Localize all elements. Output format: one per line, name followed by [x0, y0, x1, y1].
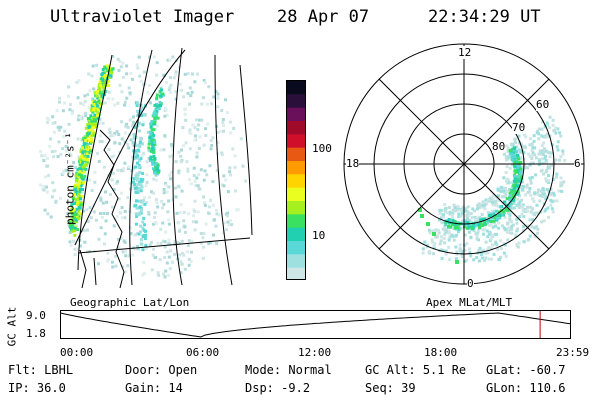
colorbar-tick-10: 10 — [312, 229, 326, 242]
footer-glat: GLat: -60.7 — [486, 363, 566, 377]
colorbar-segment — [287, 254, 305, 269]
colorbar — [286, 80, 306, 280]
colorbar-segment — [287, 241, 305, 255]
footer-dsp: Dsp: -9.2 — [245, 381, 311, 395]
timeline-ytick-1-8: 1.8 — [26, 327, 46, 340]
lat-label-60: 60 — [536, 98, 550, 111]
date-label: 28 Apr 07 — [277, 7, 370, 27]
footer-ip: IP: 36.0 — [8, 381, 66, 395]
coastline — [79, 129, 125, 289]
colorbar-segment — [287, 187, 305, 202]
colorbar-segment — [287, 94, 305, 109]
colorbar-label: photon cm⁻²s⁻¹ — [63, 132, 77, 225]
polar-diagonal-b — [378, 78, 550, 250]
left-panel-label: Geographic Lat/Lon — [70, 296, 190, 309]
colorbar-segment — [287, 81, 305, 95]
colorbar-segment — [287, 121, 305, 135]
footer-flt: Flt: LBHL — [8, 363, 74, 377]
footer-mode: Mode: Normal — [245, 363, 332, 377]
instrument-title: Ultraviolet Imager — [50, 7, 235, 27]
lat-label-80: 80 — [492, 140, 506, 153]
polar-emission-dots — [418, 115, 567, 264]
colorbar-segment — [287, 107, 305, 122]
mlt-label-18: 18 — [346, 157, 360, 170]
mlt-label-6: 6 — [574, 157, 581, 170]
footer-door: Door: Open — [125, 363, 198, 377]
timeline-ytick-9: 9.0 — [26, 309, 46, 322]
altitude-curve — [60, 312, 571, 338]
timeline-xtick-1: 06:00 — [186, 346, 220, 359]
footer-glon: GLon: 110.6 — [486, 381, 566, 395]
timeline-xtick-3: 18:00 — [424, 346, 458, 359]
time-label: 22:34:29 UT — [428, 7, 541, 27]
colorbar-tick-100: 100 — [312, 142, 332, 155]
mlt-label-0: 0 — [467, 277, 474, 290]
colorbar-segment — [287, 174, 305, 189]
timeline-ylabel: GC Alt — [5, 306, 19, 347]
mlt-label-12: 12 — [458, 46, 472, 59]
colorbar-segment — [287, 147, 305, 162]
footer-seq: Seq: 39 — [365, 381, 416, 395]
timeline-plot — [60, 310, 571, 339]
lat-label-70: 70 — [512, 121, 526, 134]
colorbar-segment — [287, 267, 305, 279]
colorbar-segment — [287, 134, 305, 149]
geographic-grid — [74, 47, 253, 286]
colorbar-segment — [287, 201, 305, 215]
polar-plot — [343, 43, 585, 285]
timeline-xtick-4: 23:59 — [556, 346, 590, 359]
timeline-xtick-0: 00:00 — [60, 346, 94, 359]
footer-gc-alt: GC Alt: 5.1 Re — [365, 363, 467, 377]
right-panel-label: Apex MLat/MLT — [426, 296, 513, 309]
footer-gain: Gain: 14 — [125, 381, 183, 395]
colorbar-segment — [287, 227, 305, 242]
colorbar-segment — [287, 161, 305, 175]
colorbar-segment — [287, 214, 305, 229]
timeline-xtick-2: 12:00 — [298, 346, 332, 359]
